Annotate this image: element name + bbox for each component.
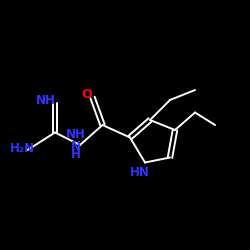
- Text: NH: NH: [36, 94, 56, 107]
- Text: HN: HN: [130, 166, 150, 179]
- Text: NH: NH: [66, 128, 86, 141]
- Text: N: N: [71, 140, 81, 153]
- Text: O: O: [81, 88, 92, 101]
- Text: H: H: [71, 148, 81, 161]
- Text: H₂N: H₂N: [10, 142, 34, 155]
